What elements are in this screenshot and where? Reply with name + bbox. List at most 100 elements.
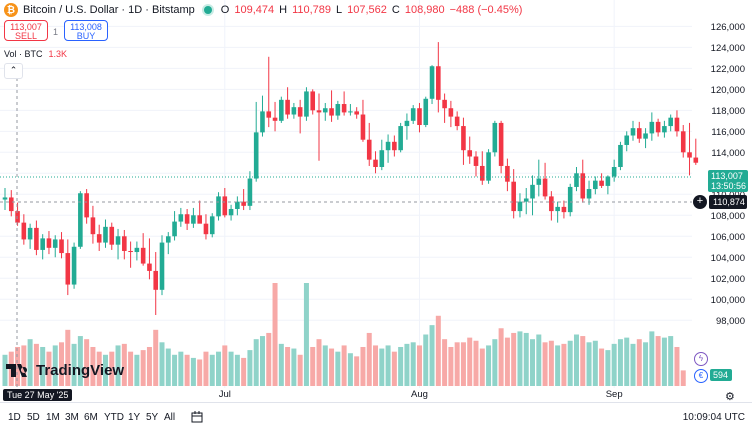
buy-label: BUY: [76, 31, 96, 41]
volume-bar: [655, 336, 661, 386]
volume-bar: [580, 336, 586, 386]
candle-body: [65, 253, 71, 285]
utc-clock[interactable]: 10:09:04 UTC: [682, 412, 745, 423]
volume-bar: [228, 351, 234, 386]
low-value: 107,562: [347, 4, 387, 16]
candle-body: [618, 144, 623, 168]
bottom-toolbar: 1D 5D 1M 3M 6M YTD 1Y 5Y All 10:09:04 UT…: [0, 402, 752, 430]
range-3m[interactable]: 3M: [65, 412, 79, 423]
volume-bar: [146, 346, 152, 386]
candle-body: [40, 238, 45, 250]
volume-legend[interactable]: Vol · BTC 1.3K: [4, 49, 67, 59]
candle-body: [373, 159, 378, 168]
candle-body: [442, 99, 447, 109]
candle-body: [153, 270, 159, 290]
candle-body: [580, 173, 586, 199]
range-ytd[interactable]: YTD: [104, 412, 124, 423]
currency-icon[interactable]: €: [694, 369, 708, 383]
candle-body: [222, 196, 228, 216]
volume-bar: [668, 336, 674, 386]
volume-bar: [128, 351, 134, 386]
open-label: O: [220, 4, 230, 16]
lightning-icon[interactable]: ϟ: [694, 352, 708, 366]
volume-bar: [391, 351, 397, 386]
volume-bar: [297, 354, 303, 386]
calendar-goto-icon[interactable]: [191, 411, 203, 423]
volume-bar: [197, 359, 203, 386]
symbol-title[interactable]: Bitcoin / U.S. Dollar · 1D · Bitstamp: [23, 4, 195, 16]
volume-bar: [530, 339, 536, 386]
settings-gear-icon[interactable]: ⚙: [725, 391, 735, 403]
candle-body: [479, 165, 485, 181]
time-tick-label: Sep: [606, 389, 623, 400]
candle-body: [279, 99, 284, 121]
volume-bar: [624, 337, 630, 386]
candle-body: [611, 167, 617, 177]
range-all[interactable]: All: [164, 412, 176, 423]
volume-bar: [473, 340, 479, 386]
volume-bar: [454, 342, 460, 386]
range-5d[interactable]: 5D: [27, 412, 40, 423]
candle-body: [649, 121, 655, 134]
low-label: L: [336, 4, 343, 16]
volume-bar: [511, 332, 517, 386]
volume-bar: [398, 346, 404, 386]
candle-body: [165, 236, 171, 243]
volume-bar: [674, 346, 680, 386]
candle-body: [322, 108, 328, 113]
candle-body: [184, 214, 190, 224]
candle-body: [341, 104, 347, 113]
volume-bar: [504, 337, 510, 386]
volume-bar: [140, 350, 146, 386]
candlestick-chart[interactable]: Jul Aug Sep 98,000 100,000 102,000 104,000 106…: [0, 0, 752, 402]
candle-body: [203, 223, 209, 235]
volume-bar: [184, 354, 190, 386]
candle-body: [304, 91, 309, 117]
candle-body: [109, 226, 115, 245]
candle-body: [122, 236, 127, 251]
candle-body: [429, 66, 435, 99]
buy-price: 113,008: [70, 22, 102, 32]
crosshair-price-tag: 110,874: [709, 195, 747, 209]
volume-bar: [134, 354, 140, 386]
volume-bar: [435, 315, 441, 386]
time-tick-label: Jul: [219, 389, 231, 400]
price-tick-label: 98,000: [716, 316, 745, 327]
candle-body: [329, 108, 334, 116]
candle-body: [687, 152, 692, 158]
candle-body: [348, 111, 353, 113]
candle-body: [128, 250, 133, 253]
add-alert-plus-icon[interactable]: +: [693, 195, 707, 209]
buy-button[interactable]: 113,008 BUY: [64, 20, 108, 41]
crosshair-date-label: Tue 27 May '25: [3, 389, 73, 401]
candle-body: [448, 108, 454, 117]
candle-body: [172, 221, 177, 237]
volume-bar: [592, 340, 598, 386]
price-tick-label: 124,000: [711, 43, 745, 54]
candle-body: [191, 215, 196, 224]
range-6m[interactable]: 6M: [84, 412, 98, 423]
volume-bar: [448, 346, 454, 386]
range-1m[interactable]: 1M: [46, 412, 60, 423]
volume-bar: [479, 348, 485, 386]
volume-bar: [555, 345, 561, 386]
time-axis: Jul Aug Sep: [219, 389, 623, 400]
volume-bar: [316, 339, 322, 386]
candle-body: [366, 139, 372, 160]
candle-body: [216, 196, 221, 217]
price-tick-label: 100,000: [711, 295, 745, 306]
volume-bar: [77, 336, 83, 386]
candle-body: [310, 91, 316, 111]
open-value: 109,474: [234, 4, 275, 16]
volume-bar: [247, 350, 253, 386]
sell-button[interactable]: 113,007 SELL: [4, 20, 48, 41]
range-1y[interactable]: 1Y: [128, 412, 141, 423]
volume-bar: [617, 339, 623, 386]
collapse-legend-button[interactable]: ⌃: [4, 63, 23, 79]
range-5y[interactable]: 5Y: [146, 412, 159, 423]
range-1d[interactable]: 1D: [8, 412, 21, 423]
volume-bar: [649, 331, 655, 386]
candle-body: [599, 180, 604, 186]
volume-bar: [643, 342, 649, 386]
candle-body: [404, 120, 410, 127]
